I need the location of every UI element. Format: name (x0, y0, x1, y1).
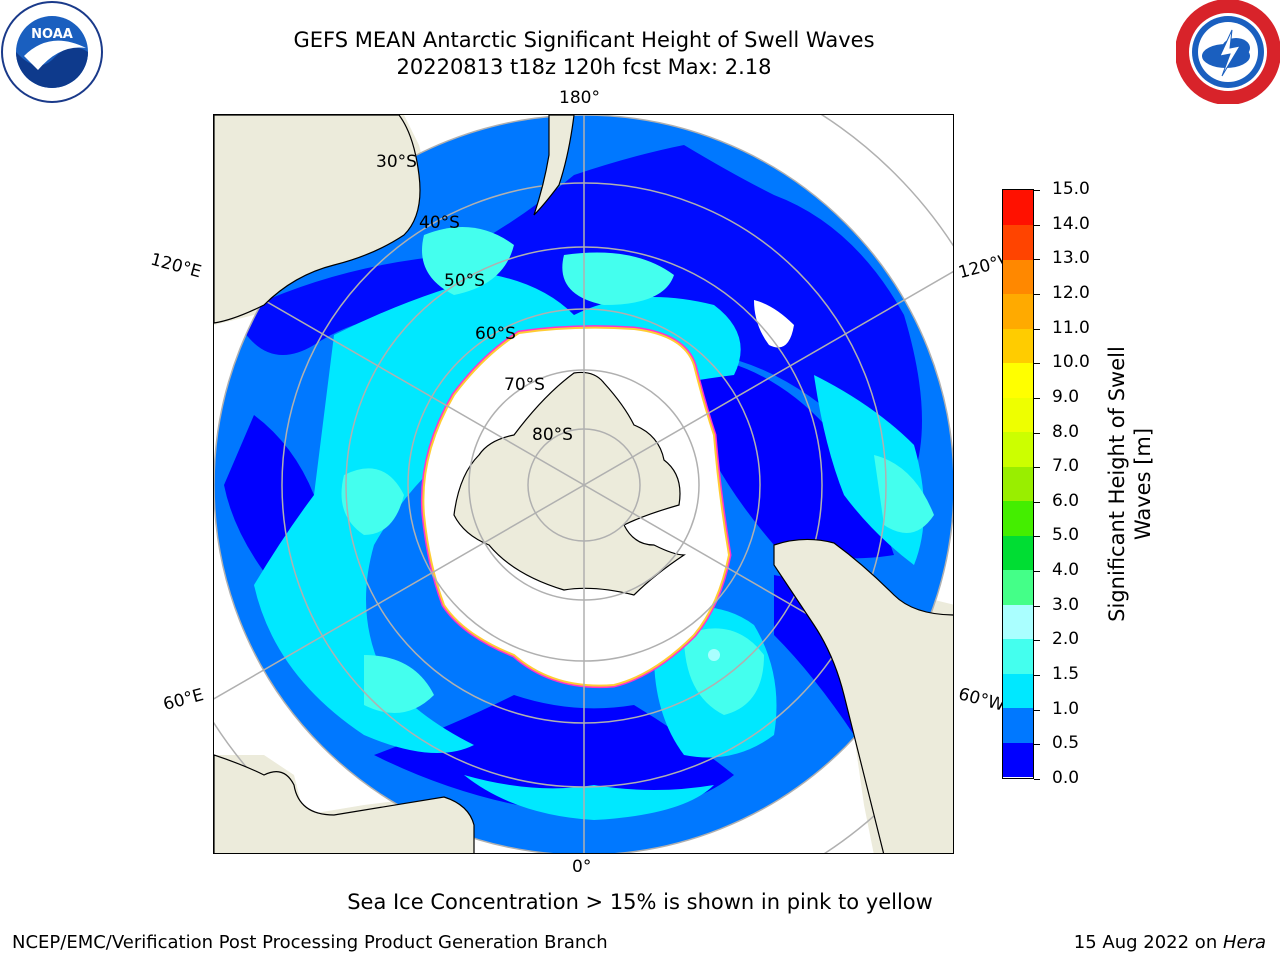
colorbar-tick-label: 3.0 (1052, 594, 1080, 615)
colorbar-tick-mark (1034, 501, 1040, 503)
colorbar-tick-mark (1034, 779, 1040, 780)
lat-label-60s: 60°S (475, 324, 516, 344)
colorbar-tick-label: 1.5 (1052, 664, 1080, 685)
colorbar-segment (1003, 466, 1033, 502)
footer-date-text: 15 Aug 2022 on (1073, 932, 1223, 953)
colorbar-tick-mark (1034, 640, 1040, 642)
lat-label-40s: 40°S (419, 213, 460, 233)
colorbar-segment (1003, 362, 1033, 398)
colorbar-tick-mark (1034, 363, 1040, 365)
colorbar-tick-label: 2.0 (1052, 629, 1080, 650)
map-frame[interactable] (213, 114, 954, 854)
colorbar-tick-mark (1034, 571, 1040, 573)
colorbar-segment (1003, 328, 1033, 364)
colorbar-tick-label: 8.0 (1052, 421, 1080, 442)
coastlines (214, 115, 953, 853)
lon-label-0: 0° (572, 857, 592, 877)
colorbar-segment (1003, 397, 1033, 433)
footer-machine: Hera (1222, 932, 1266, 953)
colorbar-tick-mark (1034, 744, 1040, 746)
colorbar-segment (1003, 259, 1033, 295)
colorbar-tick-mark (1034, 467, 1040, 469)
colorbar-tick-mark (1034, 293, 1040, 295)
colorbar-tick-mark (1034, 397, 1040, 399)
colorbar-segment (1003, 742, 1033, 778)
lat-label-80s: 80°S (532, 425, 573, 445)
colorbar-tick-mark (1034, 224, 1040, 226)
colorbar (1002, 189, 1034, 779)
colorbar-segment (1003, 500, 1033, 536)
colorbar-label: Significant Height of Swell Waves [m] (1105, 346, 1155, 622)
colorbar-tick-mark (1034, 259, 1040, 261)
colorbar-segment (1003, 569, 1033, 605)
lon-label-180: 180° (559, 88, 600, 108)
antarctica-land (453, 371, 686, 596)
colorbar-tick-label: 10.0 (1052, 352, 1090, 373)
lat-label-30s: 30°S (376, 152, 417, 172)
colorbar-tick-mark (1034, 605, 1040, 607)
colorbar-tick-label: 6.0 (1052, 490, 1080, 511)
chart-title: GEFS MEAN Antarctic Significant Height o… (293, 28, 875, 52)
colorbar-segment (1003, 535, 1033, 571)
colorbar-segment (1003, 707, 1033, 743)
colorbar-segment (1003, 224, 1033, 260)
colorbar-tick-mark (1034, 328, 1040, 330)
colorbar-segment (1003, 431, 1033, 467)
lon-label-60e: 60°E (161, 685, 206, 715)
chart-subtitle: 20220813 t18z 120h fcst Max: 2.18 (396, 55, 772, 79)
colorbar-tick-label: 7.0 (1052, 456, 1080, 477)
nws-logo (1176, 0, 1280, 104)
colorbar-tick-mark (1034, 536, 1040, 538)
colorbar-tick-label: 4.0 (1052, 560, 1080, 581)
colorbar-tick-label: 9.0 (1052, 386, 1080, 407)
lat-label-50s: 50°S (444, 271, 485, 291)
colorbar-segment (1003, 190, 1033, 226)
colorbar-tick-label: 1.0 (1052, 698, 1080, 719)
lat-label-70s: 70°S (504, 375, 545, 395)
colorbar-tick-label: 0.0 (1052, 768, 1080, 788)
footer-credit: NCEP/EMC/Verification Post Processing Pr… (12, 932, 608, 953)
colorbar-tick-mark (1034, 432, 1040, 434)
colorbar-tick-label: 14.0 (1052, 213, 1090, 234)
colorbar-tick-label: 0.5 (1052, 733, 1080, 754)
colorbar-segment (1003, 293, 1033, 329)
sea-ice-caption: Sea Ice Concentration > 15% is shown in … (347, 890, 933, 914)
colorbar-tick-mark (1034, 709, 1040, 711)
map-canvas (214, 115, 953, 853)
footer-date: 15 Aug 2022 on Hera (1074, 932, 1266, 953)
colorbar-segment (1003, 673, 1033, 709)
colorbar-tick-mark (1034, 675, 1040, 677)
colorbar-tick-label: 12.0 (1052, 282, 1090, 303)
colorbar-tick-mark (1034, 190, 1040, 191)
colorbar-tick-label: 11.0 (1052, 317, 1090, 338)
colorbar-tick-label: 13.0 (1052, 248, 1090, 269)
lon-label-120e: 120°E (148, 249, 204, 283)
colorbar-segment (1003, 604, 1033, 640)
colorbar-segment (1003, 638, 1033, 674)
noaa-logo: NOAA (1, 1, 103, 103)
lon-label-60w: 60°W (956, 684, 1007, 716)
colorbar-tick-label: 5.0 (1052, 525, 1080, 546)
svg-text:NOAA: NOAA (31, 27, 73, 42)
colorbar-tick-label: 15.0 (1052, 179, 1090, 199)
graticule (214, 115, 953, 853)
